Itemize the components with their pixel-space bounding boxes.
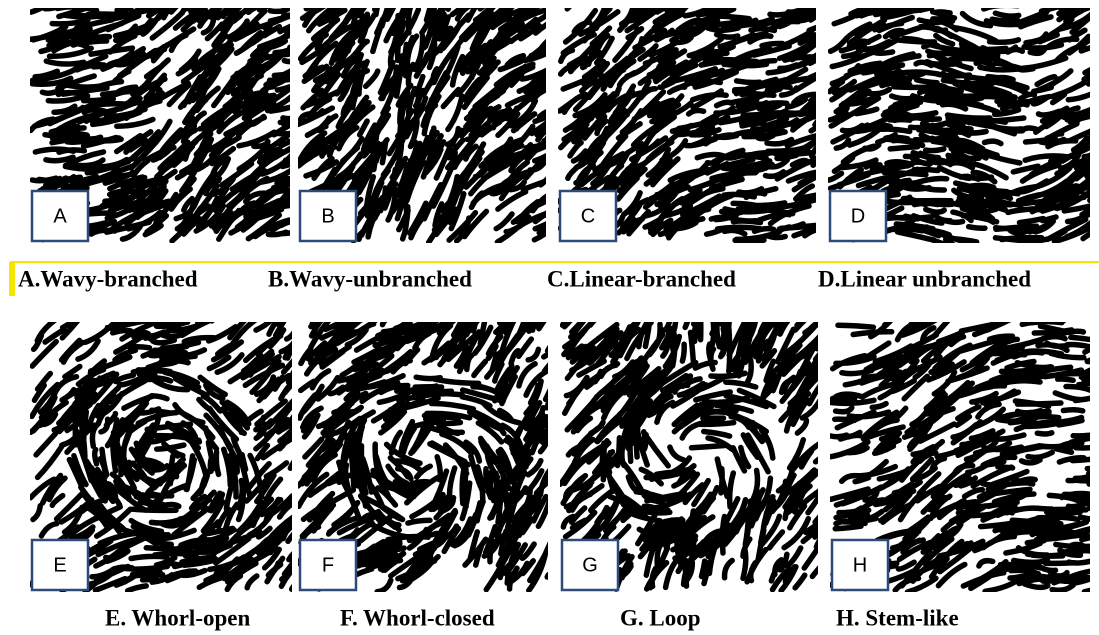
panel-caption: A.Wavy-branched	[18, 266, 198, 291]
figure: A A.Wavy-branched B B.Wavy-unbranched C C.Lin…	[0, 0, 1099, 635]
divider-marker	[9, 262, 15, 296]
panel-caption: G. Loop	[620, 605, 701, 630]
panel-letter: H	[853, 554, 867, 576]
panel-letter: B	[321, 205, 334, 227]
panel-caption: E. Whorl-open	[105, 605, 250, 630]
panel-caption: C.Linear-branched	[547, 266, 736, 291]
panel-letter: C	[581, 205, 595, 227]
panel-caption: B.Wavy-unbranched	[268, 266, 472, 291]
panel-letter: F	[322, 554, 334, 576]
panel-letter: E	[53, 554, 66, 576]
panel-letter: G	[582, 554, 598, 576]
panel-caption: H. Stem-like	[836, 605, 959, 630]
panel-letter: A	[53, 205, 67, 227]
panel-caption: F. Whorl-closed	[340, 605, 495, 630]
panel-letter: D	[851, 205, 865, 227]
panel-caption: D.Linear unbranched	[818, 266, 1031, 291]
